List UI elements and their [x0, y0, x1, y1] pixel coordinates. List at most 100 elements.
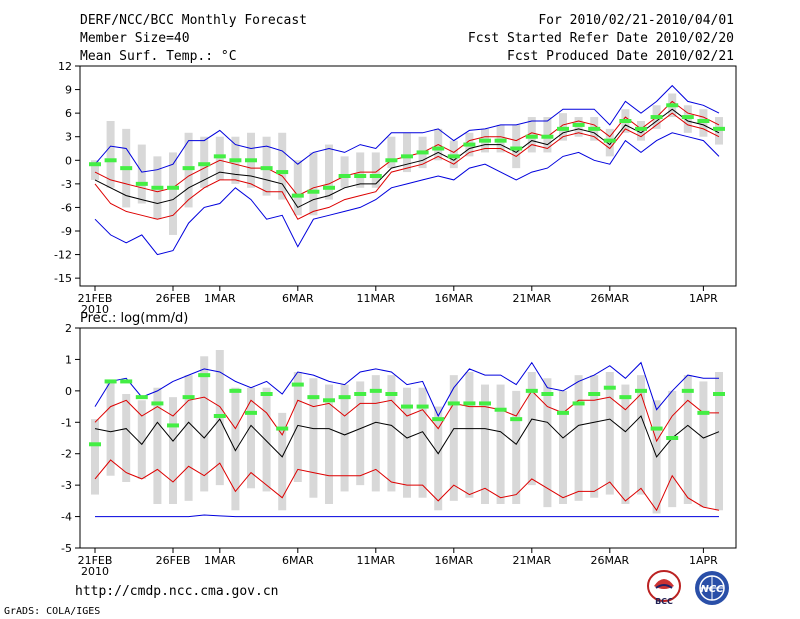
spread-box: [262, 387, 271, 492]
median-marker: [713, 392, 725, 396]
median-marker: [291, 193, 304, 198]
spread-box: [293, 160, 302, 216]
median-marker: [681, 388, 694, 393]
x-tick-sublabel: 2010: [81, 565, 109, 578]
spread-box: [403, 132, 411, 173]
median-marker: [213, 414, 226, 418]
median-marker: [135, 181, 148, 186]
spread-box: [715, 372, 723, 511]
median-marker: [588, 392, 601, 396]
median-marker: [541, 392, 554, 396]
spread-box: [309, 152, 318, 216]
min-line: [94, 132, 720, 256]
x-tick-label: 1APR: [689, 292, 718, 305]
median-marker: [182, 166, 195, 171]
median-marker: [432, 417, 445, 422]
x-tick-label: 6MAR: [282, 554, 314, 567]
spread-box: [340, 384, 349, 492]
spread-box: [574, 375, 583, 501]
x-tick-label: 26MAR: [590, 554, 629, 567]
y-tick-label: -1: [61, 416, 72, 429]
median-marker: [245, 158, 257, 163]
median-marker: [650, 115, 663, 120]
median-marker: [229, 158, 242, 163]
bcc-logo-text: BCC: [655, 597, 673, 606]
y-tick-label: 9: [65, 84, 72, 97]
spread-box: [106, 121, 115, 188]
median-marker: [494, 138, 507, 143]
spread-box: [122, 394, 131, 482]
spread-box: [434, 406, 443, 511]
spread-box: [200, 356, 209, 492]
y-tick-label: -5: [61, 542, 72, 555]
spread-box: [309, 378, 318, 498]
median-marker: [276, 426, 289, 431]
spread-box: [340, 156, 349, 188]
y-tick-label: -3: [61, 479, 72, 492]
spread-box: [91, 419, 99, 495]
median-marker: [151, 401, 164, 406]
median-marker: [323, 398, 335, 403]
y-tick-label: -2: [61, 448, 72, 461]
median-marker: [463, 142, 476, 147]
y-tick-label: 3: [65, 131, 72, 144]
spread-box: [356, 152, 365, 188]
median-marker: [135, 395, 148, 400]
median-marker: [479, 138, 491, 143]
x-tick-label: 21MAR: [512, 554, 551, 567]
spread-box: [137, 400, 146, 479]
y-tick-label: -6: [61, 201, 72, 214]
spread-box: [683, 375, 692, 504]
median-marker: [525, 134, 538, 139]
x-tick-label: 11MAR: [356, 292, 395, 305]
spread-box: [371, 375, 380, 492]
median-marker: [635, 126, 647, 131]
median-marker: [260, 392, 273, 396]
y-tick-label: -12: [54, 249, 72, 262]
max-line: [94, 361, 719, 418]
median-marker: [354, 392, 367, 396]
median-marker: [369, 388, 382, 393]
median-marker: [245, 410, 257, 415]
median-marker: [120, 379, 133, 384]
median-marker: [229, 388, 242, 393]
median-marker: [463, 401, 476, 406]
median-marker: [681, 115, 694, 120]
source-url[interactable]: http://cmdp.ncc.cma.gov.cn: [75, 584, 279, 599]
median-marker: [416, 150, 429, 155]
median-marker: [182, 395, 195, 400]
p10-line: [94, 459, 720, 512]
median-marker: [89, 442, 101, 447]
spread-box: [481, 384, 489, 504]
variable-label: Mean Surf. Temp.: °C: [80, 49, 237, 64]
x-tick-label: 26MAR: [590, 292, 629, 305]
median-marker: [338, 174, 351, 178]
y-tick-label: 12: [58, 60, 72, 73]
spread-box: [621, 384, 630, 504]
spread-box: [590, 375, 599, 498]
median-marker: [167, 185, 179, 190]
median-marker: [619, 119, 632, 123]
min-line: [95, 514, 719, 518]
spread-box: [668, 390, 677, 508]
spread-box: [325, 144, 333, 200]
median-marker: [260, 166, 273, 171]
median-marker: [401, 154, 413, 159]
spread-box: [559, 390, 567, 504]
spread-box: [356, 381, 365, 486]
spread-box: [605, 372, 614, 495]
chart-title: DERF/NCC/BCC Monthly Forecast: [80, 13, 307, 28]
mean-line: [94, 415, 720, 458]
x-tick-label: 26FEB: [156, 292, 191, 305]
median-marker: [432, 146, 445, 151]
median-marker: [416, 404, 429, 409]
median-marker: [572, 401, 585, 406]
median-marker: [603, 385, 616, 390]
x-tick-label: 21MAR: [512, 292, 551, 305]
y-tick-label: -9: [61, 225, 72, 238]
median-marker: [525, 388, 538, 393]
spread-box: [91, 160, 99, 180]
y-tick-label: 0: [65, 154, 72, 167]
